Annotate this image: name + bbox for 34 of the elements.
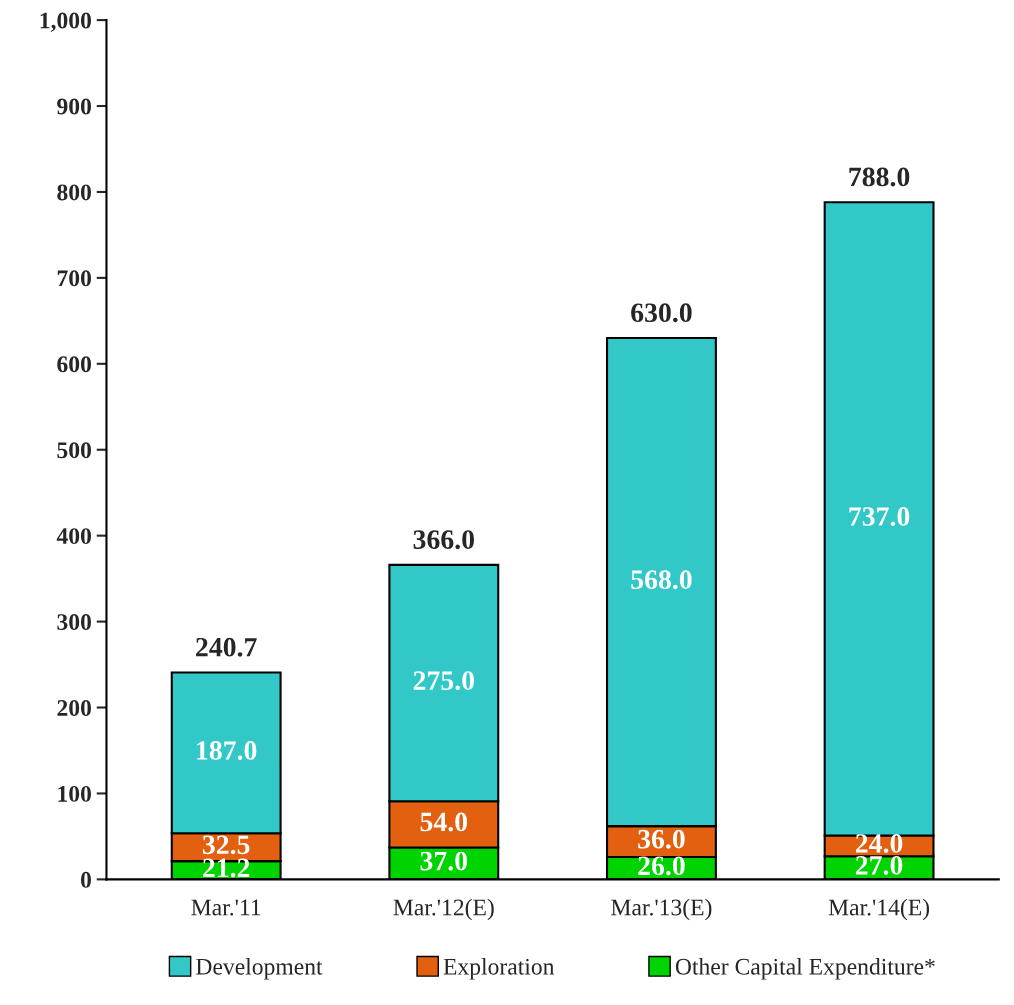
total-label: 788.0 bbox=[849, 167, 910, 187]
x-tick-label: Mar.'11 bbox=[191, 899, 261, 916]
total-label: 366.0 bbox=[413, 530, 474, 550]
legend-label: Development bbox=[196, 958, 323, 980]
data-label: 737.0 bbox=[849, 507, 910, 526]
total-label: 630.0 bbox=[631, 303, 692, 323]
y-tick-label: 0 bbox=[80, 871, 91, 888]
data-label: 32.5 bbox=[202, 835, 250, 855]
x-tick-label: Mar.'13(E) bbox=[611, 898, 712, 921]
y-tick-label: 500 bbox=[57, 442, 91, 459]
y-tick-label: 900 bbox=[57, 98, 91, 115]
y-tick-label: 200 bbox=[57, 700, 91, 716]
data-label: 568.0 bbox=[631, 570, 692, 590]
data-label: 24.0 bbox=[855, 834, 903, 853]
data-label: 36.0 bbox=[638, 829, 685, 849]
y-tick-label: 100 bbox=[58, 785, 91, 802]
data-label: 27.0 bbox=[855, 855, 903, 875]
data-label: 54.0 bbox=[420, 812, 468, 832]
y-tick-label: 600 bbox=[57, 356, 91, 373]
data-label: 275.0 bbox=[413, 671, 474, 691]
data-label: 187.0 bbox=[197, 741, 257, 760]
y-tick-label: 1,000 bbox=[40, 12, 91, 32]
x-tick-label: Mar.'12(E) bbox=[393, 898, 494, 921]
legend-label: Other Capital Expenditure* bbox=[675, 958, 935, 980]
y-tick-label: 300 bbox=[57, 614, 91, 631]
data-label: 21.2 bbox=[203, 858, 250, 878]
y-tick-label: 400 bbox=[56, 528, 91, 545]
total-label: 240.7 bbox=[196, 637, 257, 657]
data-label: 26.0 bbox=[638, 856, 685, 876]
x-tick-label: Mar.'14(E) bbox=[828, 898, 930, 921]
legend-label: Exploration bbox=[443, 958, 555, 980]
y-tick-label: 800 bbox=[57, 184, 91, 201]
y-tick-label: 700 bbox=[57, 270, 91, 287]
data-label: 37.0 bbox=[420, 851, 468, 871]
